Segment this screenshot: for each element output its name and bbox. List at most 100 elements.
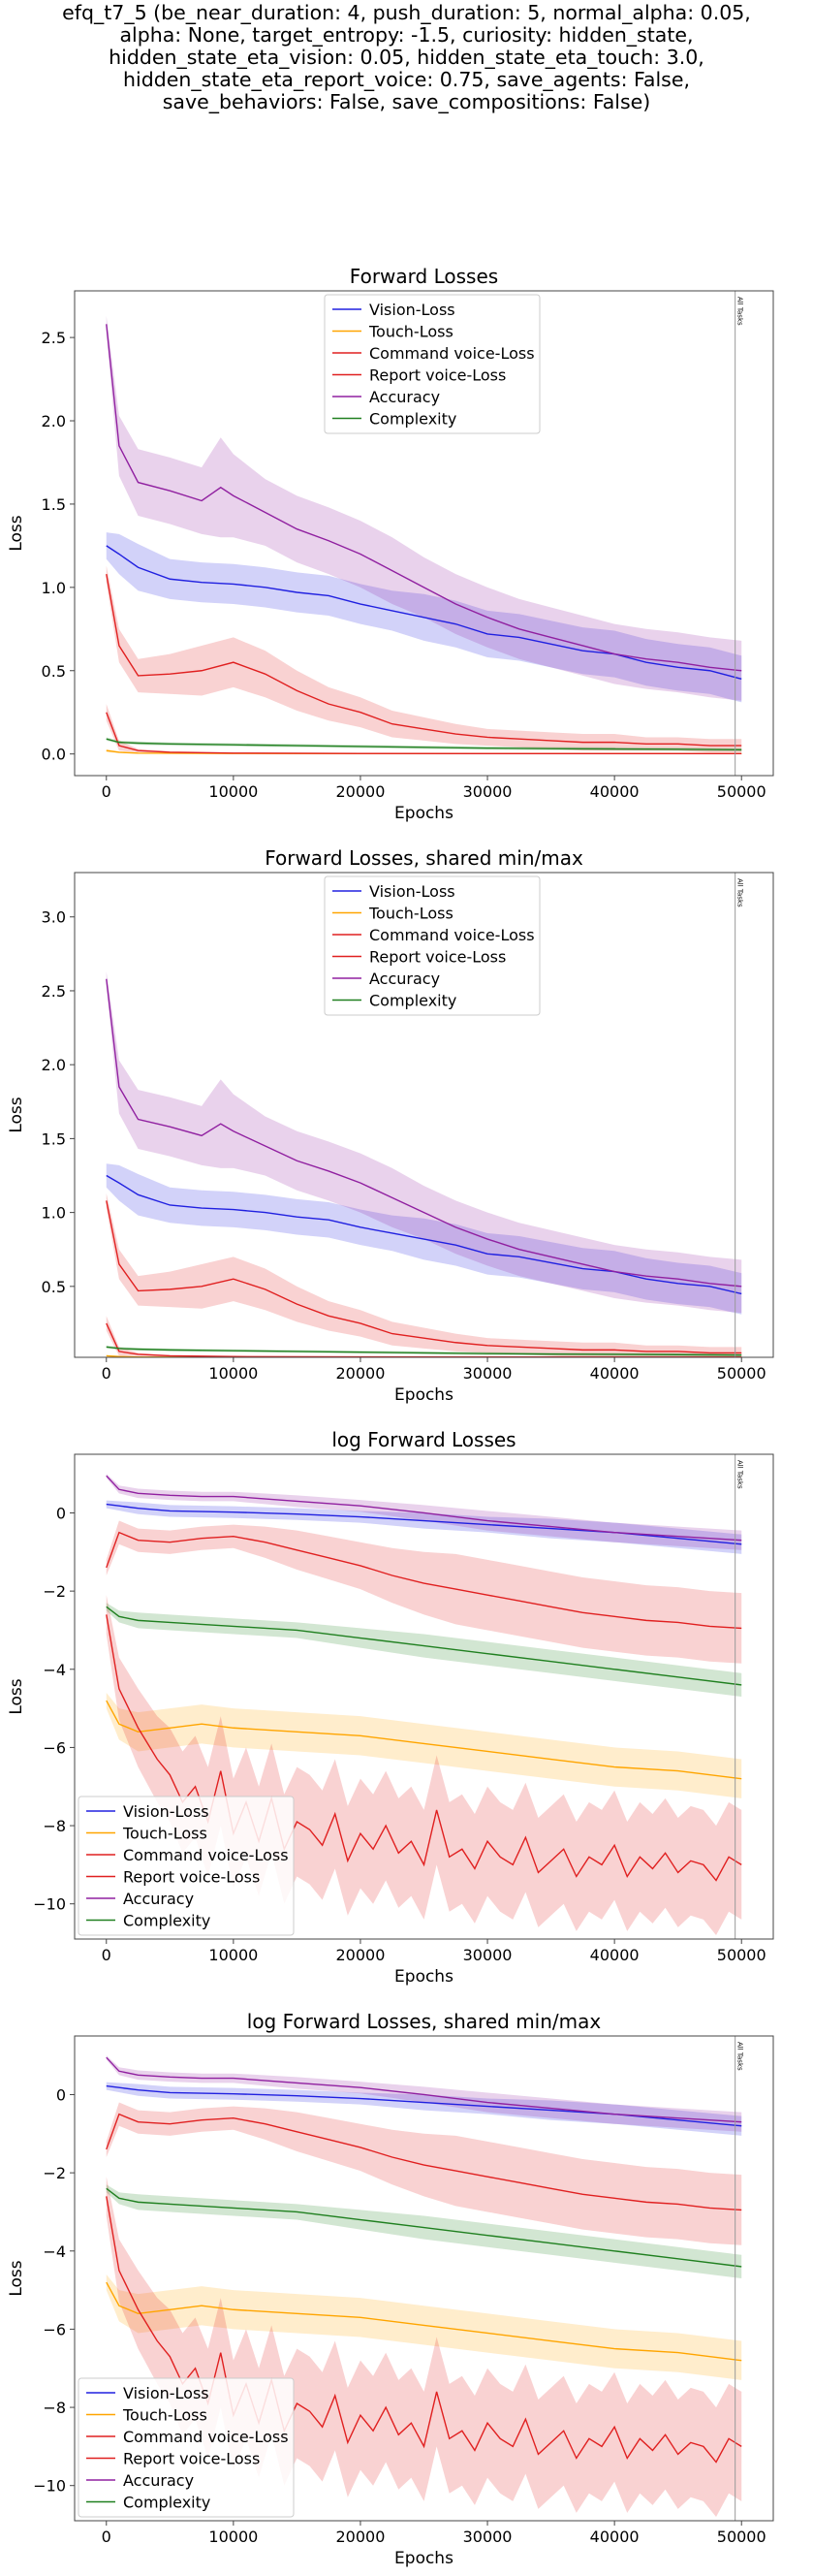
series-line-command-voice-loss — [106, 1531, 742, 1630]
legend-label-complexity: Complexity — [123, 1912, 210, 1930]
suptitle-line: alpha: None, target_entropy: -1.5, curio… — [119, 23, 694, 47]
band-vision-loss — [106, 1500, 742, 1554]
chart-log-forward-losses-shared: log Forward Losses, shared min/max All Ta… — [7, 2010, 774, 2568]
legend-label-accuracy: Accuracy — [369, 970, 440, 988]
series-line-vision-loss — [106, 545, 742, 681]
y-axis-label: Loss — [7, 2260, 26, 2296]
axes-frame — [74, 1453, 774, 1940]
x-tick-label: 50000 — [717, 1364, 766, 1383]
legend: Vision-Loss Touch-Loss Command voice-Loss R… — [78, 2377, 295, 2518]
y-tick-label: 2.5 — [42, 982, 66, 1001]
series-line-vision-loss — [106, 1174, 742, 1295]
y-tick-label: 1.0 — [42, 579, 66, 597]
legend-label-vision-loss: Vision-Loss — [369, 882, 455, 901]
legend-label-report-voice-loss: Report voice-Loss — [123, 1868, 260, 1887]
y-axis-label: Loss — [7, 1097, 26, 1132]
legend-box — [324, 294, 541, 434]
legend: Vision-Loss Touch-Loss Command voice-Loss R… — [324, 294, 541, 434]
y-tick-label: 0.0 — [42, 746, 66, 764]
legend-label-accuracy: Accuracy — [123, 2471, 194, 2490]
y-tick-label: −4 — [43, 2242, 66, 2261]
series-line-complexity — [106, 1346, 742, 1356]
y-tick-label: 1.5 — [42, 1129, 66, 1148]
legend-label-command-voice-loss: Command voice-Loss — [123, 1846, 289, 1864]
chart-title: Forward Losses — [350, 265, 498, 288]
series-line-accuracy — [106, 978, 742, 1288]
x-tick-label: 50000 — [717, 782, 766, 801]
band-complexity — [106, 1603, 742, 1697]
legend-label-vision-loss: Vision-Loss — [369, 301, 455, 319]
legend-label-touch-loss: Touch-Loss — [368, 905, 453, 923]
all-tasks-label: All Tasks — [736, 2042, 744, 2071]
band-touch-loss — [106, 1692, 742, 1798]
y-axis-label: Loss — [7, 515, 26, 551]
x-tick-label: 0 — [102, 2528, 111, 2546]
all-tasks-label: All Tasks — [736, 297, 744, 326]
legend-label-complexity: Complexity — [369, 992, 456, 1010]
suptitle-line: save_behaviors: False, save_compositions… — [162, 90, 651, 113]
x-tick-label: 40000 — [590, 1364, 640, 1383]
legend-box — [324, 875, 541, 1016]
y-tick-label: 2.0 — [42, 1056, 66, 1074]
series-line-report-voice-loss — [106, 712, 742, 755]
x-axis-label: Epochs — [394, 2549, 453, 2568]
all-tasks-label: All Tasks — [736, 1460, 744, 1489]
x-tick-label: 40000 — [590, 1946, 640, 1964]
legend-label-command-voice-loss: Command voice-Loss — [123, 2428, 289, 2446]
band-accuracy — [106, 971, 742, 1314]
legend: Vision-Loss Touch-Loss Command voice-Loss R… — [324, 875, 541, 1016]
y-tick-label: −8 — [43, 1817, 66, 1835]
band-command-voice-loss — [106, 565, 742, 752]
y-tick-label: 0 — [56, 1504, 66, 1522]
chart-forward-losses: Forward Losses All Tasks 0 10000 20000 30000 4… — [7, 265, 774, 823]
legend: Vision-Loss Touch-Loss Command voice-Loss R… — [78, 1796, 295, 1936]
chart-title: log Forward Losses — [331, 1428, 516, 1451]
x-tick-label: 20000 — [336, 1364, 386, 1383]
chart-title: log Forward Losses, shared min/max — [247, 2010, 602, 2033]
y-tick-label: 1.5 — [42, 495, 66, 514]
series-line-complexity — [106, 738, 742, 751]
band-command-voice-loss — [106, 1520, 742, 1664]
series-line-report-voice-loss — [106, 1614, 742, 1882]
x-tick-label: 0 — [102, 1946, 111, 1964]
legend-label-accuracy: Accuracy — [369, 388, 440, 406]
series-line-report-voice-loss — [106, 2196, 742, 2464]
band-command-voice-loss — [106, 2102, 742, 2245]
legend-label-report-voice-loss: Report voice-Loss — [123, 2450, 260, 2468]
legend-label-vision-loss: Vision-Loss — [123, 1802, 209, 1821]
legend-label-command-voice-loss: Command voice-Loss — [369, 926, 535, 944]
legend-label-complexity: Complexity — [123, 2494, 210, 2512]
band-complexity — [106, 737, 742, 752]
x-axis-label: Epochs — [394, 1967, 453, 1987]
all-tasks-label: All Tasks — [736, 878, 744, 907]
legend-label-command-voice-loss: Command voice-Loss — [369, 344, 535, 363]
band-complexity — [106, 2184, 742, 2278]
x-tick-label: 30000 — [463, 1946, 513, 1964]
axes-frame — [74, 872, 774, 1358]
y-tick-label: −8 — [43, 2399, 66, 2417]
y-tick-label: −10 — [33, 2477, 66, 2496]
series-line-touch-loss — [106, 1700, 742, 1780]
y-tick-label: −6 — [43, 1738, 66, 1757]
x-tick-label: 30000 — [463, 782, 513, 801]
series-line-accuracy — [106, 324, 742, 672]
figure-suptitle: efq_t7_5 (be_near_duration: 4, push_dura… — [0, 2, 813, 113]
x-tick-label: 20000 — [336, 1946, 386, 1964]
series-line-complexity — [106, 2187, 742, 2268]
x-tick-label: 40000 — [590, 2528, 640, 2546]
axes-frame — [74, 2035, 774, 2522]
legend-label-complexity: Complexity — [369, 410, 456, 429]
legend-label-vision-loss: Vision-Loss — [123, 2384, 209, 2402]
y-tick-label: 1.0 — [42, 1204, 66, 1223]
plot-area — [106, 315, 742, 755]
axes-frame — [74, 290, 774, 777]
band-vision-loss — [106, 2082, 742, 2136]
y-tick-label: −10 — [33, 1895, 66, 1914]
x-tick-label: 10000 — [208, 1946, 258, 1964]
x-tick-label: 50000 — [717, 2528, 766, 2546]
y-tick-label: 0.5 — [42, 1278, 66, 1296]
legend-label-touch-loss: Touch-Loss — [122, 2406, 207, 2425]
x-axis-label: Epochs — [394, 804, 453, 823]
x-tick-label: 10000 — [208, 1364, 258, 1383]
y-tick-label: 0.5 — [42, 662, 66, 681]
